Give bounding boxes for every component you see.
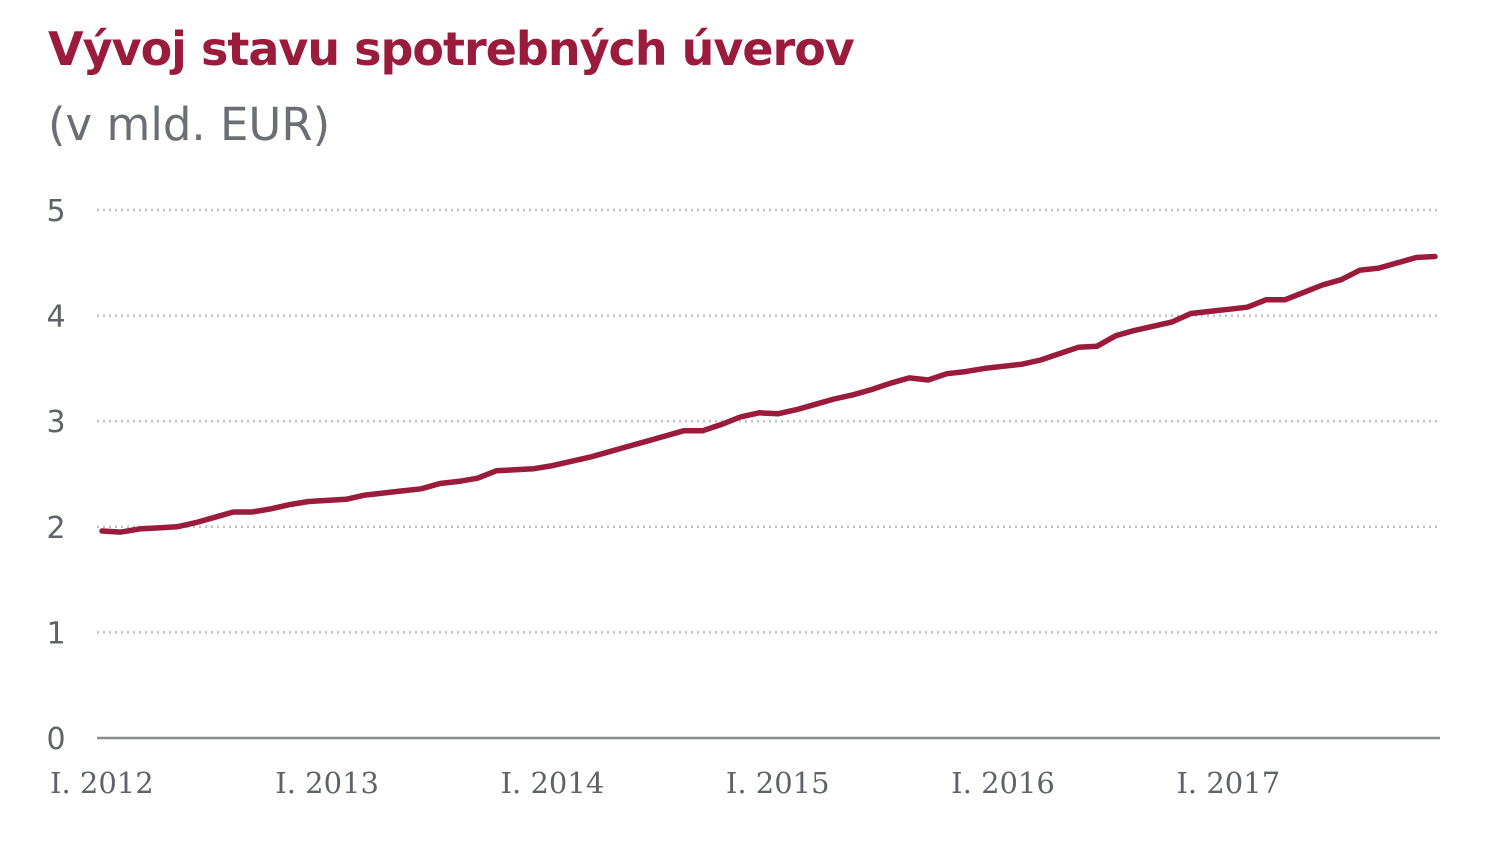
y-tick-label: 4 bbox=[46, 300, 65, 335]
x-tick-label: I. 2012 bbox=[50, 766, 154, 800]
y-tick-label: 2 bbox=[46, 511, 65, 546]
x-tick-label: I. 2014 bbox=[501, 766, 605, 800]
y-axis-labels: 0 1 2 3 4 5 bbox=[46, 194, 65, 757]
y-tick-label: 3 bbox=[46, 405, 65, 440]
y-tick-label: 1 bbox=[46, 616, 65, 651]
series-layer bbox=[99, 253, 1438, 535]
x-tick-label: I. 2013 bbox=[275, 766, 379, 800]
y-tick-label: 5 bbox=[46, 194, 65, 229]
y-tick-label: 0 bbox=[46, 722, 65, 757]
series-line bbox=[99, 253, 1438, 535]
chart-subtitle: (v mld. EUR) bbox=[48, 98, 331, 151]
chart-title: Vývoj stavu spotrebných úverov bbox=[48, 22, 855, 76]
x-axis-labels: I. 2012 I. 2013 I. 2014 I. 2015 I. 2016 I. 20… bbox=[50, 766, 1280, 800]
x-tick-label: I. 2017 bbox=[1176, 766, 1280, 800]
x-tick-label: I. 2015 bbox=[726, 766, 830, 800]
grid-layer bbox=[97, 208, 1440, 740]
x-tick-label: I. 2016 bbox=[951, 766, 1055, 800]
